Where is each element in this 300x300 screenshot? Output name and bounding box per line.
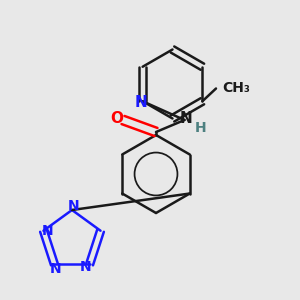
Text: N: N [135,95,148,110]
Text: N: N [50,262,62,276]
Text: N: N [68,199,79,212]
Text: N: N [180,111,192,126]
Text: N: N [79,260,91,274]
Text: CH₃: CH₃ [222,82,250,95]
Text: O: O [110,111,123,126]
Text: H: H [195,121,207,134]
Text: N: N [42,224,54,238]
